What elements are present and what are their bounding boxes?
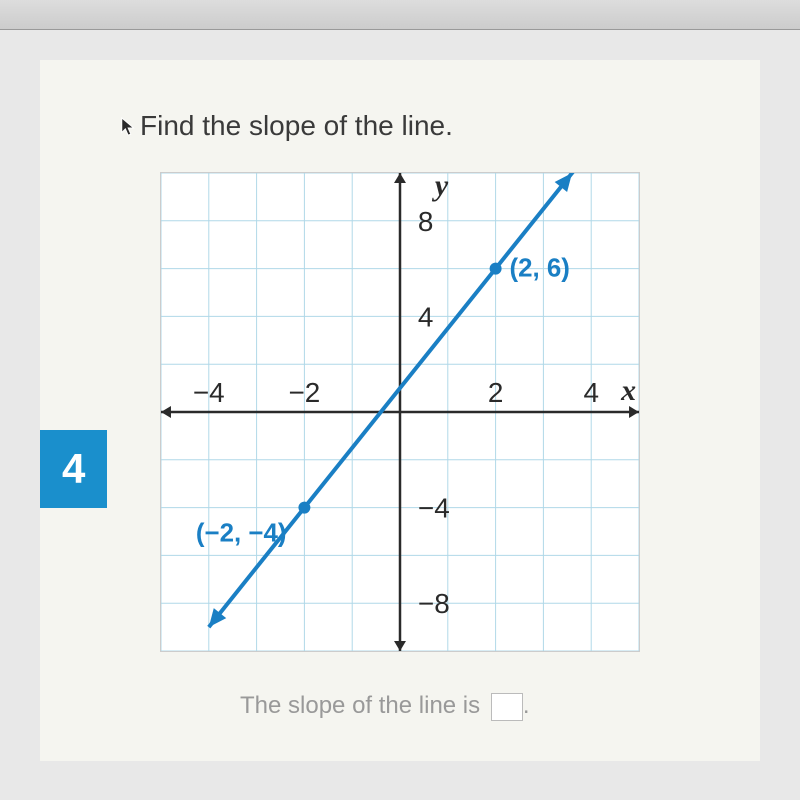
- answer-prefix: The slope of the line is: [240, 692, 480, 719]
- svg-text:−4: −4: [193, 377, 225, 408]
- svg-text:2: 2: [488, 377, 504, 408]
- coordinate-graph: −4 −2 2 4 −8 −4 4 8 y x (−2, −4) (2, 6): [161, 173, 639, 651]
- answer-input-box[interactable]: [491, 693, 523, 721]
- svg-text:4: 4: [583, 377, 599, 408]
- svg-text:y: y: [432, 173, 449, 202]
- content-area: Find the slope of the line. 4 −4−224−8−4…: [40, 60, 760, 761]
- svg-text:(2, 6): (2, 6): [510, 255, 570, 283]
- question-label: Find the slope of the line.: [140, 110, 453, 141]
- problem-number-badge: 4: [40, 430, 107, 508]
- svg-text:−2: −2: [289, 377, 321, 408]
- answer-sentence: The slope of the line is .: [240, 692, 720, 721]
- graph-panel: −4 −2 2 4 −8 −4 4 8 y x (−2, −4) (2, 6): [160, 172, 640, 652]
- svg-text:4: 4: [418, 301, 434, 332]
- svg-text:−8: −8: [418, 588, 450, 619]
- svg-text:8: 8: [418, 206, 434, 237]
- problem-number-label: 4: [62, 445, 85, 492]
- cursor-icon: [120, 116, 138, 138]
- svg-text:x: x: [620, 374, 636, 407]
- question-text: Find the slope of the line.: [120, 110, 720, 142]
- svg-text:−4: −4: [418, 493, 450, 524]
- answer-suffix: .: [523, 692, 530, 719]
- svg-text:(−2, −4): (−2, −4): [196, 519, 287, 547]
- window-top-bar: [0, 0, 800, 30]
